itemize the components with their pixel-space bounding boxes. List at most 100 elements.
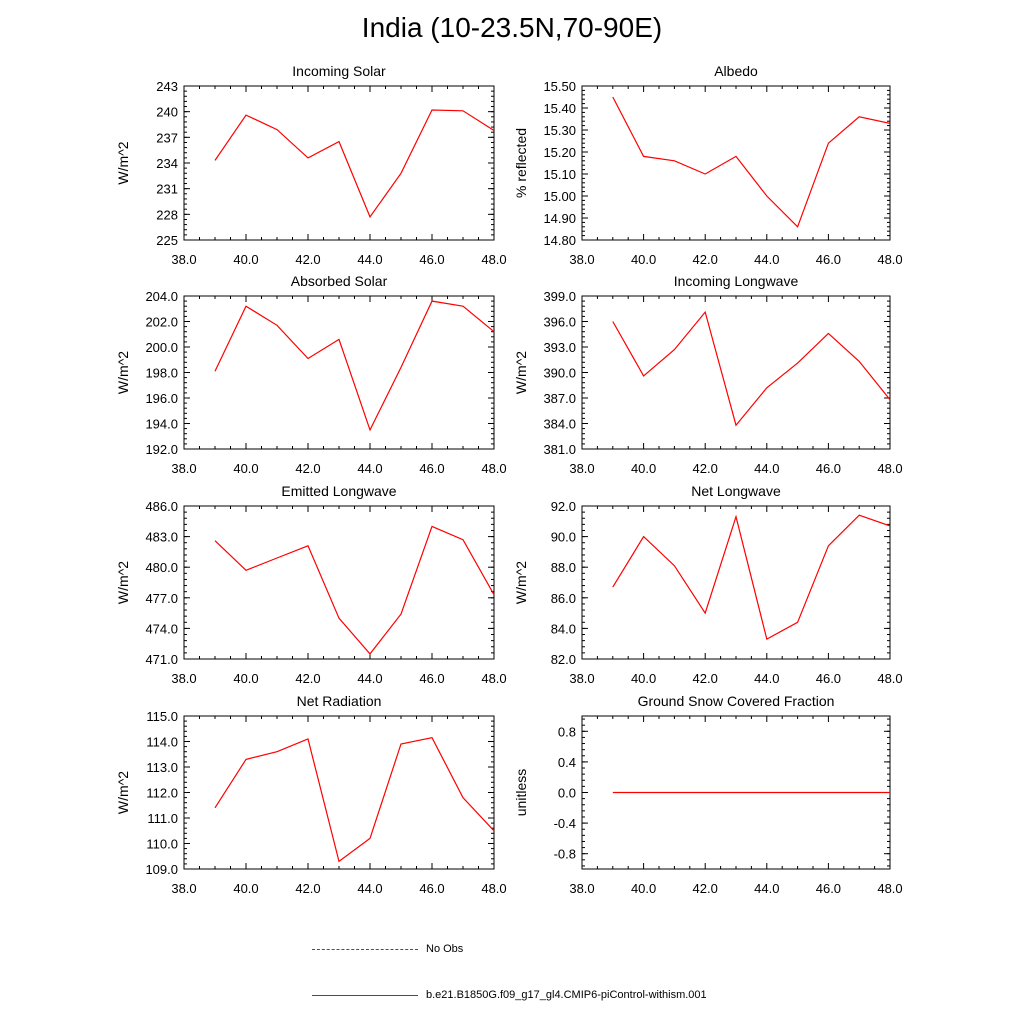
legend-model-run: b.e21.B1850G.f09_g17_gl4.CMIP6-piControl…	[312, 989, 812, 1003]
plot-frame	[581, 505, 891, 660]
y-tick-label: 82.0	[551, 652, 576, 667]
x-tick-label: 46.0	[419, 461, 444, 476]
y-tick-label: 15.40	[543, 101, 576, 116]
x-tick-label: 38.0	[569, 252, 594, 267]
y-tick-label: 477.0	[145, 591, 178, 606]
x-tick-label: 46.0	[816, 461, 841, 476]
y-tick-label: 0.4	[558, 755, 576, 770]
series-line-1	[612, 310, 891, 427]
y-tick-label: 86.0	[551, 591, 576, 606]
y-tick-label: -0.8	[554, 847, 576, 862]
chart-panel-1: Incoming Solar W/m^2 38.0 40.0 42.0 44.0 46.0 4…	[115, 63, 507, 267]
x-tick-label: 48.0	[877, 671, 902, 686]
y-tick-label: 192.0	[145, 442, 178, 457]
y-axis-label: % reflected	[513, 128, 529, 198]
x-tick-label: 38.0	[569, 881, 594, 896]
y-tick-label: 390.0	[543, 366, 576, 381]
x-tick-label: 42.0	[693, 461, 718, 476]
y-tick-label: 231	[156, 182, 178, 197]
chart-panel-3: Absorbed Solar W/m^2 38.0 40.0 42.0 44.0 46.0 4…	[115, 273, 507, 476]
y-tick-label: 243	[156, 79, 178, 94]
y-tick-label: 194.0	[145, 417, 178, 432]
x-tick-label: 40.0	[631, 252, 656, 267]
plot-frame	[183, 505, 495, 660]
y-axis-label: W/m^2	[115, 351, 131, 394]
plot-frame	[183, 85, 495, 241]
panel-title: Ground Snow Covered Fraction	[638, 693, 835, 709]
y-tick-label: 14.80	[543, 233, 576, 248]
y-tick-label: 88.0	[551, 560, 576, 575]
series-line-1	[214, 525, 495, 655]
legend-no-obs-label: No Obs	[426, 943, 464, 955]
y-tick-label: 92.0	[551, 499, 576, 514]
x-tick-label: 38.0	[171, 881, 196, 896]
y-tick-label: 396.0	[543, 315, 576, 330]
y-tick-label: 200.0	[145, 340, 178, 355]
y-tick-label: 483.0	[145, 530, 178, 545]
y-tick-label: 115.0	[146, 709, 178, 724]
chart-panel-6: Net Longwave W/m^2 38.0 40.0 42.0 44.0 46.0 48.…	[513, 483, 903, 686]
chart-panel-7: Net Radiation W/m^2 38.0 40.0 42.0 44.0 46.0 48…	[115, 693, 507, 896]
y-tick-label: 15.50	[543, 79, 576, 94]
chart-panel-5: Emitted Longwave W/m^2 38.0 40.0 42.0 44.0 46.…	[115, 483, 507, 686]
panel-title: Incoming Solar	[292, 63, 386, 79]
x-tick-label: 38.0	[569, 461, 594, 476]
plot-frame	[581, 85, 891, 241]
x-tick-label: 46.0	[816, 252, 841, 267]
x-tick-label: 48.0	[481, 461, 506, 476]
series-line-1	[214, 300, 495, 432]
y-axis-label: W/m^2	[115, 141, 131, 184]
x-tick-label: 38.0	[171, 461, 196, 476]
y-tick-label: 228	[156, 207, 178, 222]
y-tick-label: 471.0	[145, 652, 178, 667]
y-tick-label: 15.10	[543, 167, 576, 182]
y-tick-label: 474.0	[145, 621, 178, 636]
y-tick-label: 198.0	[145, 366, 178, 381]
y-tick-label: 15.20	[543, 145, 576, 160]
page-title: India (10-23.5N,70-90E)	[361, 12, 663, 43]
y-tick-label: 84.0	[551, 621, 576, 636]
x-tick-label: 44.0	[357, 881, 382, 896]
y-tick-label: 14.90	[543, 211, 576, 226]
x-tick-label: 40.0	[631, 671, 656, 686]
panel-title: Net Longwave	[691, 483, 781, 499]
plot-frame	[183, 295, 495, 450]
panel-title: Absorbed Solar	[291, 273, 388, 289]
x-tick-label: 40.0	[631, 881, 656, 896]
x-tick-label: 40.0	[631, 461, 656, 476]
series-line-1	[612, 514, 891, 640]
x-tick-label: 48.0	[877, 461, 902, 476]
y-axis-label: W/m^2	[513, 561, 529, 604]
y-tick-label: 387.0	[543, 391, 576, 406]
y-tick-label: 196.0	[145, 391, 178, 406]
x-tick-label: 40.0	[233, 881, 258, 896]
x-tick-label: 42.0	[295, 881, 320, 896]
x-tick-label: 40.0	[233, 252, 258, 267]
x-tick-label: 38.0	[171, 671, 196, 686]
x-tick-label: 38.0	[569, 671, 594, 686]
x-tick-label: 44.0	[357, 671, 382, 686]
y-axis-label: W/m^2	[115, 771, 131, 814]
y-tick-label: 399.0	[543, 289, 576, 304]
y-tick-label: 486.0	[145, 499, 178, 514]
x-tick-label: 46.0	[816, 881, 841, 896]
chart-panel-4: Incoming Longwave W/m^2 38.0 40.0 42.0 44.0 46…	[513, 273, 903, 476]
y-tick-label: 114.0	[146, 735, 178, 750]
x-tick-label: 46.0	[419, 252, 444, 267]
y-tick-label: 111.0	[147, 811, 178, 826]
y-tick-label: 15.00	[543, 189, 576, 204]
y-tick-label: 90.0	[551, 530, 576, 545]
y-tick-label: 202.0	[145, 315, 178, 330]
y-tick-label: 381.0	[543, 442, 576, 457]
y-tick-label: 393.0	[543, 340, 576, 355]
y-tick-label: 237	[156, 130, 178, 145]
x-tick-label: 42.0	[295, 461, 320, 476]
panel-title: Incoming Longwave	[674, 273, 799, 289]
panel-title: Emitted Longwave	[281, 483, 396, 499]
x-tick-label: 42.0	[295, 671, 320, 686]
y-tick-label: 0.8	[558, 724, 576, 739]
legend-no-obs: No Obs	[312, 943, 612, 957]
x-tick-label: 48.0	[481, 881, 506, 896]
y-tick-label: 240	[156, 105, 178, 120]
